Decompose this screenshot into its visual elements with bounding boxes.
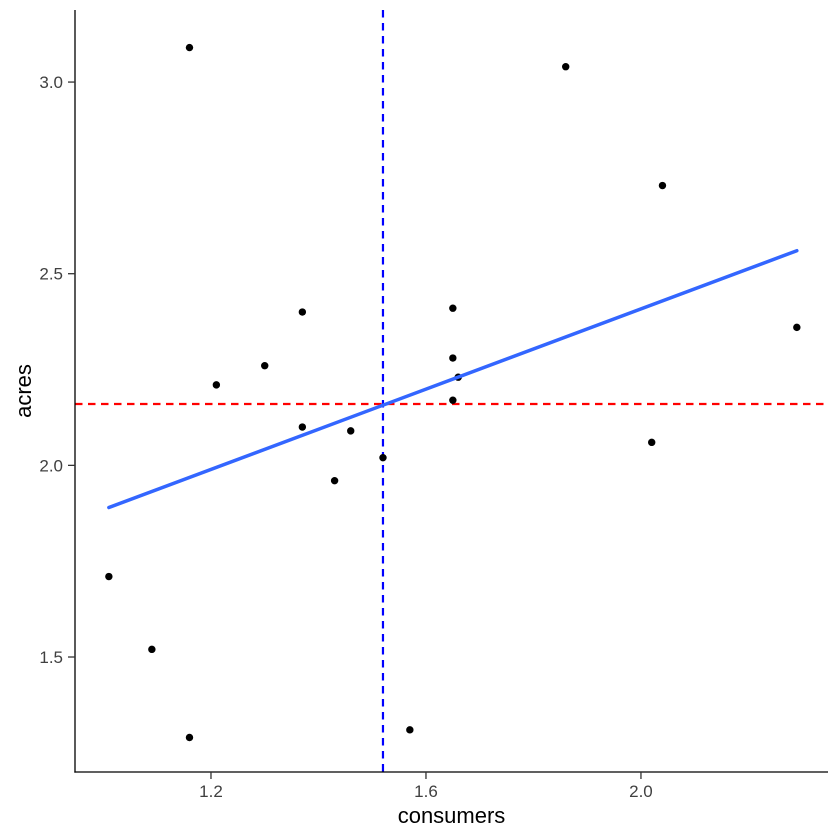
data-point — [298, 308, 307, 316]
x-tick-label: 1.2 — [199, 782, 223, 801]
data-point — [793, 323, 801, 332]
data-point — [330, 476, 339, 485]
data-point — [347, 427, 355, 435]
x-tick-label: 2.0 — [629, 782, 653, 801]
data-point — [148, 645, 156, 654]
data-point — [449, 396, 457, 404]
x-axis-title: consumers — [397, 803, 506, 828]
y-tick-label: 2.5 — [39, 265, 63, 284]
data-point — [449, 354, 457, 362]
data-point — [105, 572, 113, 581]
data-point — [379, 453, 387, 462]
y-tick-label: 3.0 — [39, 73, 63, 92]
data-point — [261, 362, 269, 370]
y-tick-label: 2.0 — [39, 456, 63, 475]
data-point — [185, 43, 194, 52]
y-tick-label: 1.5 — [39, 648, 63, 667]
data-point — [658, 181, 667, 190]
x-tick-label: 1.6 — [414, 782, 438, 801]
data-point — [406, 726, 414, 734]
trend-line — [107, 248, 799, 510]
y-axis-title: acres — [11, 364, 36, 418]
data-point — [648, 438, 656, 447]
data-point — [212, 381, 221, 389]
data-point — [185, 733, 194, 742]
data-point — [298, 423, 307, 431]
data-point — [562, 63, 570, 71]
data-point — [449, 304, 457, 312]
